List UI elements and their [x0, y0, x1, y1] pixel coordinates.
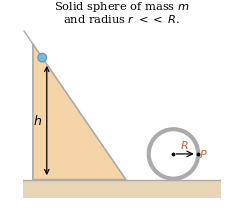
Polygon shape: [33, 44, 126, 180]
Text: Solid sphere of mass $m$: Solid sphere of mass $m$: [54, 0, 190, 14]
Circle shape: [38, 53, 47, 62]
Text: $P$: $P$: [199, 148, 208, 160]
Text: $h$: $h$: [33, 114, 42, 127]
Text: and radius $r$ $<<$ $R$.: and radius $r$ $<<$ $R$.: [63, 13, 181, 25]
Circle shape: [149, 129, 198, 179]
Text: $R$: $R$: [180, 139, 189, 151]
Bar: [23, 180, 221, 198]
